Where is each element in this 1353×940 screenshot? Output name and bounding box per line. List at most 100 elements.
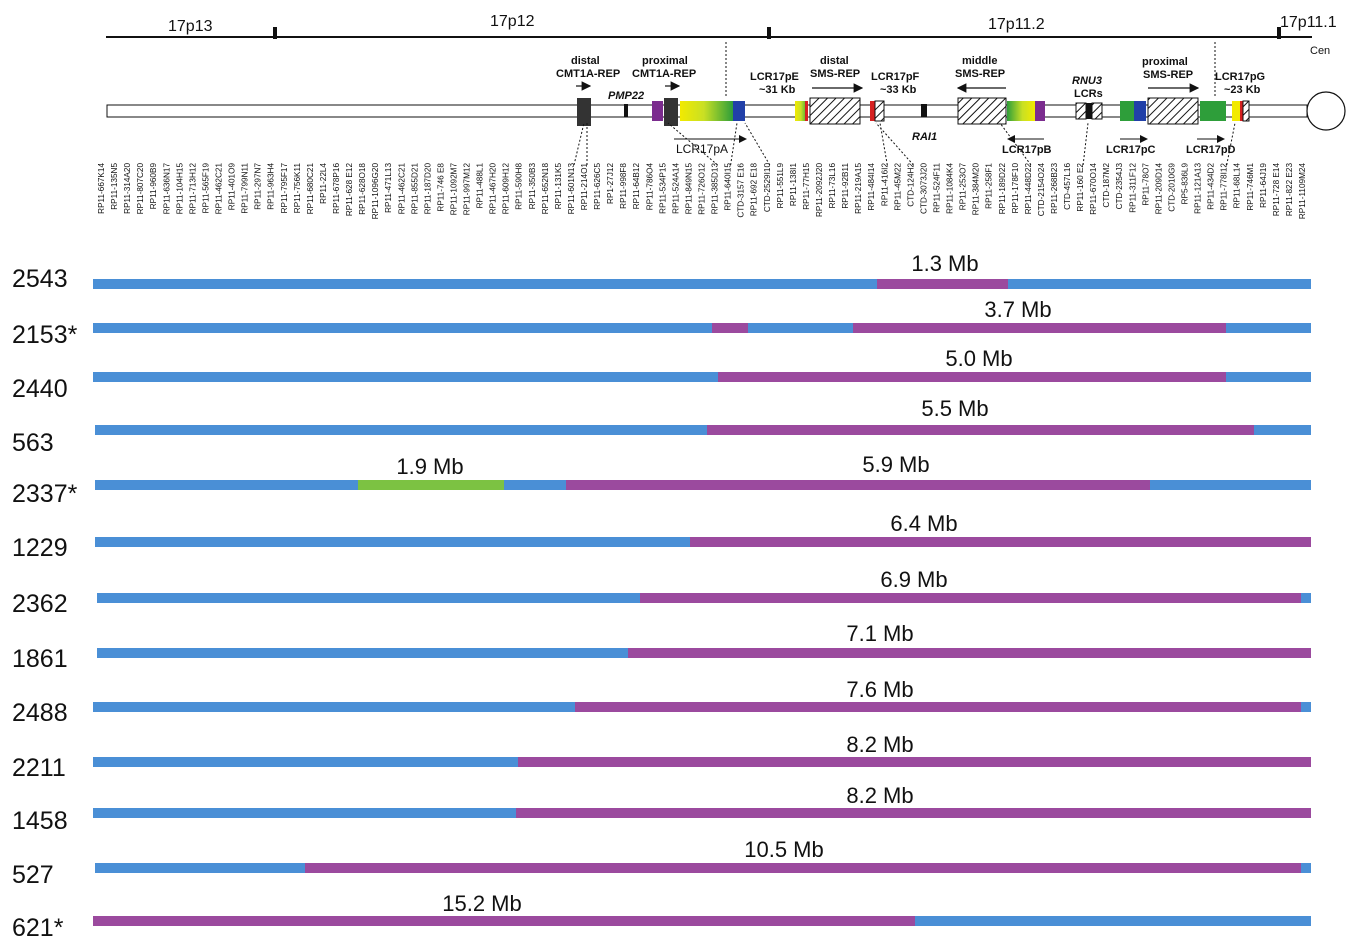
- clone-label: RP11-1109M24: [1298, 163, 1307, 220]
- clone-connector-line: [875, 122, 914, 166]
- rnu3-lcrs-label: LCRs: [1074, 88, 1103, 100]
- clone-label: CTD-457L16: [1063, 163, 1072, 210]
- deletion-size-label: 7.1 Mb: [846, 621, 913, 646]
- clone-label: RP11-22L4: [319, 163, 328, 204]
- deletion-size-label: 6.4 Mb: [890, 511, 957, 536]
- clone-label: RP11-609H12: [502, 163, 511, 215]
- clone-label: RP11-1084K4: [946, 163, 955, 214]
- deletion-segment: [853, 323, 1226, 333]
- clone-label: RP11-214O1: [580, 163, 589, 211]
- proximal-cmt1a-rep-block: [664, 98, 678, 126]
- clone-connectors: [573, 122, 1236, 166]
- normal-segment: [1008, 279, 1311, 289]
- band-tick: [1277, 27, 1281, 39]
- clone-label: RP11-416I2: [880, 163, 889, 207]
- second-deletion-segment: [358, 480, 504, 490]
- proximal-cmt1a-label-1: proximal: [642, 55, 688, 67]
- lcr-blue-block: [733, 101, 745, 121]
- clone-label: CTD-124H2: [906, 163, 915, 207]
- band-label-17p11-2: 17p11.2: [988, 16, 1045, 33]
- clone-label: RP11-670O14: [1089, 163, 1098, 215]
- deletion-segment: [516, 808, 1311, 818]
- clone-label: RP11-92B11: [841, 163, 850, 209]
- normal-segment: [1150, 480, 1311, 490]
- normal-segment: [93, 279, 877, 289]
- clone-label: RP11-756K11: [293, 163, 302, 214]
- patient-id-label: 2440: [12, 375, 68, 403]
- rai1-gene-label: RAI1: [912, 131, 937, 143]
- clone-label: RP11-849N15: [684, 163, 693, 215]
- clone-label: RP11-692 E18: [750, 163, 759, 217]
- clone-label: RP11-822 E23: [1285, 163, 1294, 217]
- proximal-cmt1a-label-2: CMT1A-REP: [632, 68, 696, 80]
- clone-connector-line: [667, 122, 718, 166]
- deletion-size-label: 15.2 Mb: [442, 891, 522, 916]
- clone-label: RP11-384M20: [972, 163, 981, 216]
- lcr-blue-block: [1134, 101, 1146, 121]
- clone-label: RP11-268B23: [1050, 163, 1059, 214]
- clone-label: RP11-799N11: [241, 163, 250, 214]
- clone-label: CTD-3073J20: [919, 163, 928, 214]
- clone-label: RP11-77H15: [802, 163, 811, 210]
- deletion-size-label: 1.3 Mb: [911, 251, 978, 276]
- normal-segment: [1301, 593, 1311, 603]
- normal-segment: [97, 593, 640, 603]
- lcr17pg-label-1: LCR17pG: [1215, 71, 1265, 83]
- clone-label: RP11-68L14: [1233, 163, 1242, 209]
- band-tick: [767, 27, 771, 39]
- clone-connector-line: [1226, 122, 1236, 166]
- lcr17pc-block: [1120, 101, 1134, 121]
- clone-label: RP11-680C21: [306, 163, 315, 215]
- lcr17pe-red: [805, 101, 808, 121]
- clone-label: RP11-626C5: [593, 163, 602, 210]
- lcr17pd-block: [1200, 101, 1226, 121]
- clone-label: RP11-667K14: [97, 163, 106, 214]
- deletion-segment: [877, 279, 1008, 289]
- lcr17pf-label-1: LCR17pF: [871, 71, 920, 83]
- pmp22-gene-marker: [624, 104, 628, 117]
- patient-id-label: 527: [12, 861, 54, 889]
- clone-label: RP5-836L9: [1181, 163, 1190, 205]
- clone-label: RP11-178F10: [1011, 163, 1020, 214]
- clone-connector-line: [730, 122, 738, 166]
- clone-label: RP11-601N13: [567, 163, 576, 215]
- clone-label: RP11-2092J20: [815, 163, 824, 217]
- normal-segment: [504, 480, 566, 490]
- lcr17pg-block: [1232, 101, 1240, 121]
- lcr17pg-label-2: ~23 Kb: [1224, 84, 1261, 96]
- clone-label: RP1-27J12: [606, 163, 615, 204]
- band-label-17p12: 17p12: [490, 13, 535, 30]
- clone-label: CTD-2354J3: [1115, 163, 1124, 210]
- lcr17pc-label: LCR17pC: [1106, 144, 1156, 156]
- clone-label: RP11-746 E8: [436, 163, 445, 212]
- patient-deletion-rows: 2543 1.3 Mb 2153* 3.7 Mb 2440 5.0 Mb 563 5.5 Mb…: [12, 251, 1311, 940]
- clone-label: RP11-628O18: [358, 163, 367, 215]
- patient-id-label: 2543: [12, 265, 68, 293]
- rnu3-black-block: [1086, 103, 1092, 119]
- patient-id-label: 2337*: [12, 480, 78, 508]
- lcr17pf-hatch: [874, 100, 885, 122]
- clone-label: RP11-628 E12: [345, 163, 354, 217]
- middle-sms-rep-block: [957, 97, 1007, 125]
- deletion-segment: [93, 916, 915, 926]
- lcr17pb-label: LCR17pB: [1002, 144, 1052, 156]
- patient-id-label: 1458: [12, 807, 68, 835]
- patient-id-label: 563: [12, 429, 54, 457]
- clone-label: RP11-131K5: [554, 163, 563, 210]
- normal-segment: [95, 480, 358, 490]
- lcr17pb-block: [1007, 101, 1035, 121]
- clone-label: RP11-997M12: [463, 163, 472, 216]
- normal-segment: [1254, 425, 1311, 435]
- clone-label: RP11-746M1: [1246, 163, 1255, 211]
- clone-label: RP11-467H20: [489, 163, 498, 215]
- normal-segment: [93, 702, 575, 712]
- deletion-size-label: 10.5 Mb: [744, 837, 824, 862]
- clone-label: RP11-258F1: [985, 163, 994, 209]
- clone-label: RP11-138I1: [789, 163, 798, 207]
- clone-label: RP11-678P16: [332, 163, 341, 214]
- normal-segment: [1226, 372, 1311, 382]
- clone-label: RP11-590H8: [515, 163, 524, 210]
- clone-label: RP11-1096G20: [371, 163, 380, 220]
- distal-cmt1a-label-2: CMT1A-REP: [556, 68, 620, 80]
- pmp22-gene-label: PMP22: [608, 90, 644, 102]
